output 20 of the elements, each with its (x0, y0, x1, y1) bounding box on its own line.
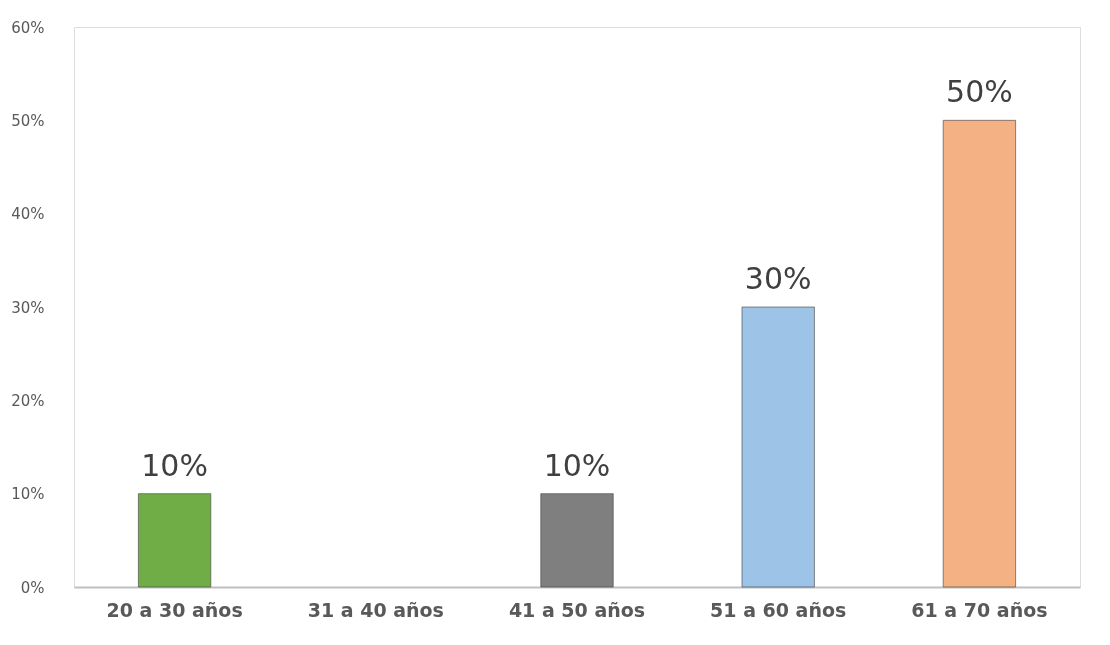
y-tick-label: 30% (11, 298, 45, 317)
data-label: 30% (744, 261, 812, 296)
x-tick-label: 41 a 50 años (508, 598, 646, 621)
y-tick-label: 60% (11, 18, 45, 37)
x-tick-label: 31 a 40 años (307, 598, 444, 621)
data-label: 10% (141, 447, 208, 483)
y-tick-label: 40% (11, 205, 45, 224)
bar (138, 493, 212, 588)
bar (741, 306, 815, 588)
y-tick-label: 50% (11, 111, 45, 130)
x-tick-label: 20 a 30 años (106, 598, 243, 621)
y-tick-label: 0% (20, 578, 45, 597)
y-tick-label: 20% (11, 391, 45, 410)
bar (942, 120, 1016, 588)
x-tick-label: 51 a 60 años (710, 598, 847, 621)
bar (540, 493, 614, 588)
y-tick-label: 10% (11, 485, 45, 504)
data-label: 10% (543, 447, 611, 483)
x-tick-label: 61 a 70 años (911, 598, 1048, 621)
data-label: 50% (946, 74, 1013, 110)
